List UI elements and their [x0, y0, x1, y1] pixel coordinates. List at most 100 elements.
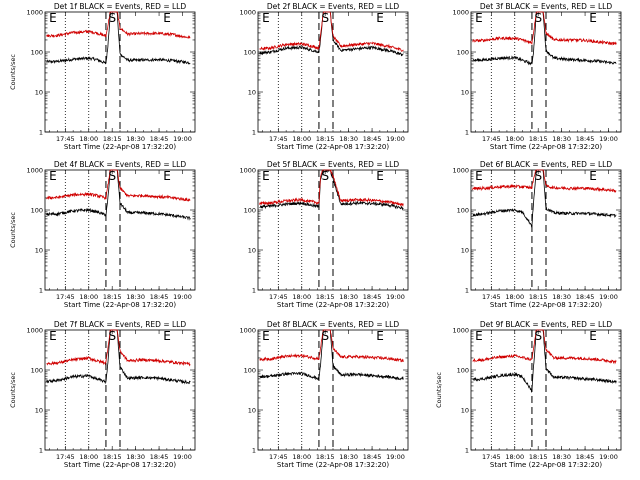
- x-axis-label: Start Time (22-Apr-08 17:32:20): [64, 301, 176, 309]
- x-tick-label: 18:30: [126, 453, 145, 461]
- x-tick-label: 17:45: [482, 453, 501, 461]
- y-tick-label: 1000: [239, 167, 256, 175]
- x-tick-label: 19:00: [173, 293, 192, 301]
- interval-marker-label: S: [535, 329, 543, 343]
- y-tick-label: 10: [248, 247, 256, 255]
- y-tick-label: 100: [31, 207, 43, 215]
- y-tick-label: 1: [252, 447, 256, 455]
- x-tick-label: 18:45: [363, 453, 382, 461]
- data-series-line: [259, 169, 404, 211]
- x-tick-label: 19:00: [599, 135, 618, 143]
- y-tick-label: 1000: [452, 167, 469, 175]
- chart-title: Det 5f BLACK = Events, RED = LLD: [267, 160, 400, 169]
- x-tick-label: 18:15: [529, 293, 548, 301]
- chart-panel: Det 3f BLACK = Events, RED = LLD 1 10 100 10…: [452, 2, 622, 151]
- interval-marker-label: S: [109, 169, 117, 183]
- y-axis-label: Counts/sec: [9, 54, 17, 90]
- y-tick-label: 10: [35, 247, 43, 255]
- x-tick-label: 19:00: [173, 135, 192, 143]
- data-series-line: [46, 11, 191, 65]
- interval-marker-label: E: [589, 329, 597, 343]
- x-tick-label: 18:30: [126, 135, 145, 143]
- x-tick-label: 19:00: [599, 293, 618, 301]
- x-tick-label: 18:45: [150, 293, 169, 301]
- x-tick-label: 18:45: [150, 453, 169, 461]
- y-tick-label: 1: [465, 129, 469, 137]
- y-tick-label: 10: [461, 407, 469, 415]
- data-series-line: [46, 169, 191, 202]
- x-tick-label: 18:15: [529, 453, 548, 461]
- y-tick-label: 100: [457, 207, 469, 215]
- x-tick-label: 17:45: [269, 453, 288, 461]
- chart-title: Det 1f BLACK = Events, RED = LLD: [54, 2, 187, 11]
- x-axis-label: Start Time (22-Apr-08 17:32:20): [277, 143, 389, 151]
- chart-panel: Det 4f BLACK = Events, RED = LLD 1 10 100 10…: [9, 160, 196, 309]
- chart-panel: Det 5f BLACK = Events, RED = LLD 1 10 100 10…: [239, 160, 409, 309]
- y-axis-label: Counts/sec: [435, 372, 443, 408]
- interval-marker-label: E: [163, 11, 171, 25]
- y-tick-label: 1000: [239, 9, 256, 17]
- x-tick-label: 18:15: [103, 453, 122, 461]
- y-tick-label: 10: [248, 89, 256, 97]
- x-tick-label: 18:00: [79, 135, 98, 143]
- data-series-line: [472, 11, 617, 66]
- data-series-line: [259, 329, 404, 363]
- y-tick-label: 1000: [26, 9, 43, 17]
- y-axis-label: Counts/sec: [9, 372, 17, 408]
- x-tick-label: 19:00: [599, 453, 618, 461]
- x-tick-label: 18:30: [339, 135, 358, 143]
- y-tick-label: 1: [252, 129, 256, 137]
- x-tick-label: 19:00: [386, 453, 405, 461]
- x-tick-label: 18:45: [363, 135, 382, 143]
- interval-marker-label: E: [163, 329, 171, 343]
- data-series-line: [472, 329, 617, 365]
- chart-panel: Det 7f BLACK = Events, RED = LLD 1 10 100 10…: [9, 320, 196, 469]
- y-tick-label: 100: [31, 367, 43, 375]
- x-tick-label: 18:30: [339, 293, 358, 301]
- x-tick-label: 18:45: [363, 293, 382, 301]
- chart-title: Det 7f BLACK = Events, RED = LLD: [54, 320, 187, 329]
- interval-marker-label: E: [163, 169, 171, 183]
- chart-panel: Det 8f BLACK = Events, RED = LLD 1 10 100 10…: [239, 320, 409, 469]
- x-tick-label: 18:15: [316, 135, 335, 143]
- interval-marker-label: E: [49, 169, 57, 183]
- x-tick-label: 18:00: [292, 453, 311, 461]
- x-axis-label: Start Time (22-Apr-08 17:32:20): [490, 301, 602, 309]
- y-tick-label: 1000: [452, 327, 469, 335]
- chart-panel: Det 6f BLACK = Events, RED = LLD 1 10 100 10…: [452, 160, 622, 309]
- data-series-line: [46, 329, 191, 385]
- y-tick-label: 1000: [452, 9, 469, 17]
- x-tick-label: 18:45: [576, 453, 595, 461]
- chart-title: Det 6f BLACK = Events, RED = LLD: [480, 160, 613, 169]
- x-tick-label: 18:30: [552, 293, 571, 301]
- interval-marker-label: E: [589, 169, 597, 183]
- x-tick-label: 18:15: [316, 453, 335, 461]
- interval-marker-label: E: [376, 11, 384, 25]
- y-tick-label: 1000: [26, 327, 43, 335]
- x-tick-label: 18:15: [316, 293, 335, 301]
- y-tick-label: 100: [31, 49, 43, 57]
- data-series-line: [46, 329, 191, 367]
- data-series-line: [472, 11, 617, 46]
- y-tick-label: 10: [35, 89, 43, 97]
- data-series-line: [472, 169, 617, 228]
- x-tick-label: 19:00: [173, 453, 192, 461]
- x-tick-label: 18:00: [292, 135, 311, 143]
- chart-title: Det 2f BLACK = Events, RED = LLD: [267, 2, 400, 11]
- x-axis-label: Start Time (22-Apr-08 17:32:20): [490, 461, 602, 469]
- data-series-line: [472, 329, 617, 393]
- y-tick-label: 1000: [239, 327, 256, 335]
- y-tick-label: 1: [39, 447, 43, 455]
- chart-title: Det 8f BLACK = Events, RED = LLD: [267, 320, 400, 329]
- x-tick-label: 18:15: [103, 293, 122, 301]
- y-tick-label: 10: [35, 407, 43, 415]
- x-tick-label: 17:45: [269, 293, 288, 301]
- chart-panel: Det 9f BLACK = Events, RED = LLD 1 10 100 10…: [435, 320, 622, 469]
- x-tick-label: 18:15: [529, 135, 548, 143]
- chart-panel: Det 1f BLACK = Events, RED = LLD 1 10 100 10…: [9, 2, 196, 151]
- x-tick-label: 18:00: [505, 453, 524, 461]
- data-series-line: [472, 169, 617, 194]
- x-axis-label: Start Time (22-Apr-08 17:32:20): [277, 301, 389, 309]
- x-tick-label: 17:45: [56, 453, 75, 461]
